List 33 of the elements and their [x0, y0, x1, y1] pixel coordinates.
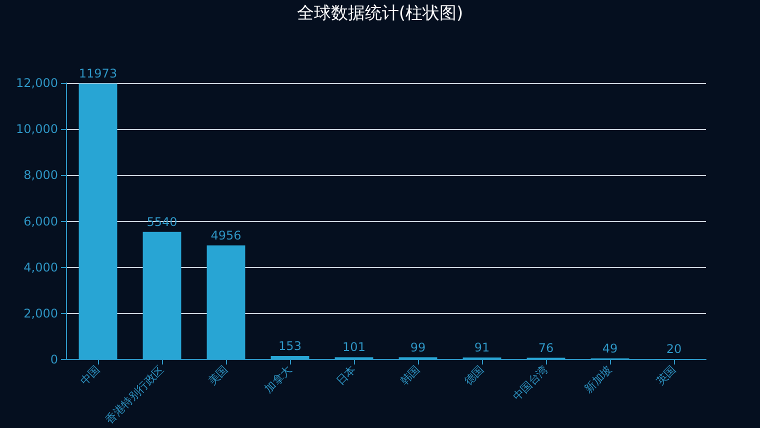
bar [334, 357, 374, 360]
x-tick-label: 香港特别行政区 [102, 362, 167, 427]
bar [270, 356, 310, 360]
bar [78, 84, 118, 360]
y-tick-label: 6,000 [24, 214, 58, 228]
data-label: 99 [410, 340, 426, 354]
y-tick-label: 4,000 [24, 260, 58, 274]
x-tick-label: 韩国 [398, 362, 423, 388]
data-label: 49 [602, 341, 618, 356]
data-label: 76 [538, 340, 554, 355]
x-tick-label: 美国 [206, 362, 231, 388]
x-tick-label: 中国台湾 [510, 362, 551, 404]
x-tick-label: 英国 [654, 362, 679, 388]
bar [206, 245, 246, 360]
x-tick-label: 中国 [78, 362, 103, 388]
y-tick-label: 8,000 [24, 168, 58, 182]
data-label: 101 [342, 340, 366, 354]
x-tick-label: 加拿大 [262, 362, 295, 396]
y-tick-label: 2,000 [24, 306, 58, 320]
y-tick-label: 0 [50, 352, 58, 367]
x-tick-label: 新加坡 [582, 362, 615, 396]
x-tick-label: 日本 [334, 362, 359, 388]
data-label: 20 [666, 342, 682, 356]
data-label: 153 [278, 339, 302, 354]
data-label: 4956 [210, 228, 242, 242]
y-tick-label: 10,000 [16, 122, 58, 136]
bar [142, 232, 182, 360]
data-label: 91 [474, 340, 490, 354]
chart-title: 全球数据统计(柱状图) [296, 4, 464, 24]
data-label: 11973 [78, 66, 118, 81]
x-tick-label: 德国 [462, 362, 487, 388]
bar [462, 357, 502, 360]
y-tick-label: 12,000 [16, 76, 58, 90]
